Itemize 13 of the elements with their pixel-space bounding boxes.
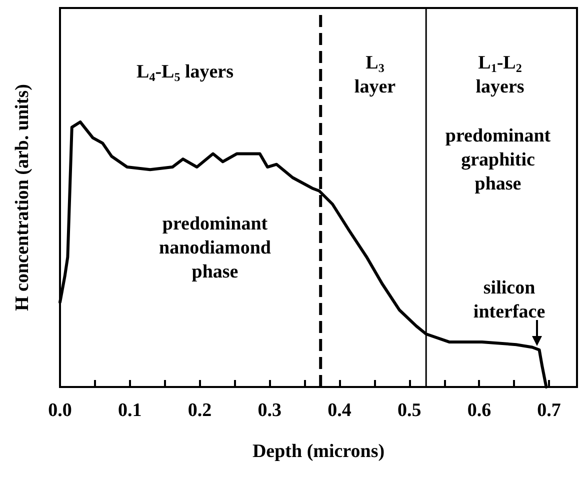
annotation: predominant nanodiamond phase (159, 214, 272, 282)
x-tick-label: 0.1 (118, 400, 142, 421)
x-tick-label: 0.7 (537, 400, 562, 421)
x-tick-label: 0.2 (188, 400, 212, 421)
x-tick-label: 0.5 (397, 400, 422, 421)
x-axis-title: Depth (microns) (252, 441, 385, 462)
x-tick-label: 0.4 (328, 400, 352, 421)
y-axis-title: H concentration (arb. units) (12, 84, 33, 311)
annotation: silicon interface (473, 277, 546, 322)
x-tick-label: 0.3 (258, 400, 282, 421)
x-tick-label: 0.6 (467, 400, 492, 421)
x-tick-label: 0.0 (48, 400, 72, 421)
annotation: predominant graphitic phase (445, 126, 552, 194)
